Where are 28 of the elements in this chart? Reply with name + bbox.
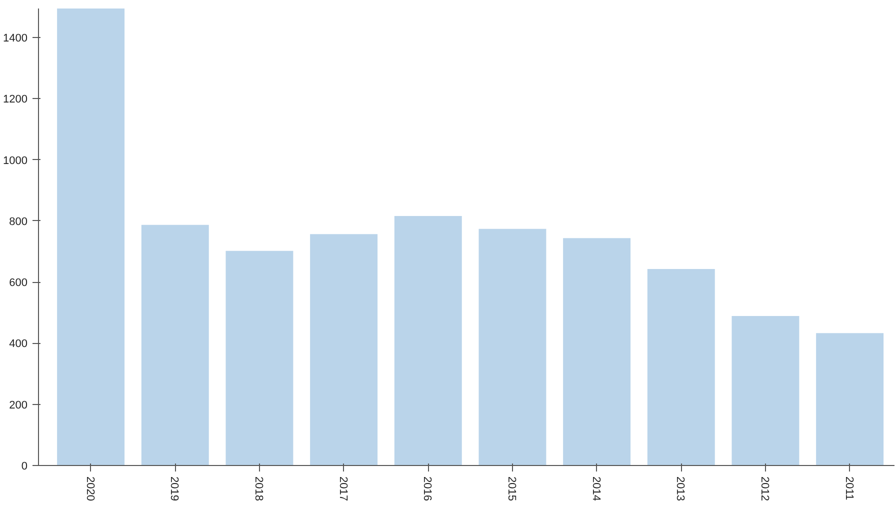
x-tick-label: 2011 bbox=[842, 476, 855, 500]
y-tick-label: 0 bbox=[21, 460, 28, 472]
bar bbox=[310, 234, 378, 466]
x-tick-label: 2013 bbox=[674, 476, 686, 501]
bar bbox=[816, 333, 884, 466]
x-tick-label: 2018 bbox=[252, 476, 264, 501]
bar bbox=[141, 224, 209, 466]
y-tick-label: 600 bbox=[9, 277, 28, 290]
bar bbox=[394, 216, 462, 466]
bar bbox=[647, 268, 715, 466]
x-tick-label: 2012 bbox=[758, 476, 770, 501]
y-tick-label: 800 bbox=[9, 216, 28, 228]
y-tick-label: 1400 bbox=[3, 32, 28, 45]
bar bbox=[226, 250, 294, 466]
x-tick-label: 2014 bbox=[590, 476, 602, 501]
x-tick-label: 2017 bbox=[336, 476, 349, 501]
bar bbox=[478, 228, 546, 466]
bar bbox=[563, 238, 631, 466]
y-tick-label: 200 bbox=[9, 399, 28, 412]
x-tick-label: 2015 bbox=[505, 476, 518, 501]
y-tick-label: 1200 bbox=[3, 94, 28, 106]
x-tick-label: 2016 bbox=[421, 476, 434, 501]
bar bbox=[732, 316, 800, 466]
bar bbox=[57, 8, 125, 466]
y-tick-label: 400 bbox=[9, 338, 28, 350]
x-tick-label: 2019 bbox=[168, 476, 180, 501]
x-tick-label: 2020 bbox=[84, 476, 96, 501]
y-tick-label: 1000 bbox=[3, 154, 28, 167]
